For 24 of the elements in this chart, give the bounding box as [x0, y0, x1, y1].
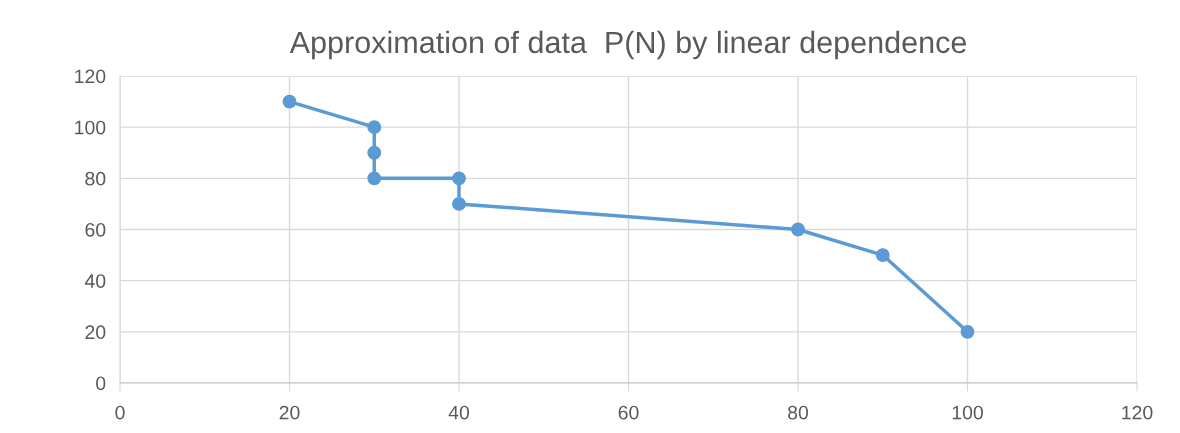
- point: [791, 222, 805, 237]
- chart-title: Approximation of data P(N) by linear dependence: [289, 30, 967, 60]
- y-tick-label: 60: [85, 222, 106, 237]
- x-tick-label: 100: [952, 405, 983, 420]
- point: [367, 145, 382, 160]
- x-tick-label: 120: [1122, 405, 1153, 420]
- point: [452, 171, 466, 186]
- x-tick-label: 80: [788, 405, 809, 420]
- x-tick-label: 0: [115, 405, 125, 420]
- y-tick-label: 40: [84, 274, 106, 288]
- point: [282, 94, 297, 109]
- x-tick-label: 20: [279, 405, 300, 420]
- y-tick-label: 0: [96, 376, 106, 391]
- point: [452, 196, 466, 211]
- point: [367, 171, 382, 186]
- x-tick-label: 40: [448, 405, 470, 420]
- y-tick-label: 100: [75, 120, 106, 135]
- point: [875, 248, 890, 263]
- y-tick-label: 120: [75, 69, 106, 84]
- point: [367, 120, 382, 135]
- y-tick-label: 20: [85, 325, 106, 340]
- y-tick-label: 80: [85, 171, 106, 186]
- x-tick-label: 60: [618, 405, 639, 420]
- point: [960, 324, 975, 339]
